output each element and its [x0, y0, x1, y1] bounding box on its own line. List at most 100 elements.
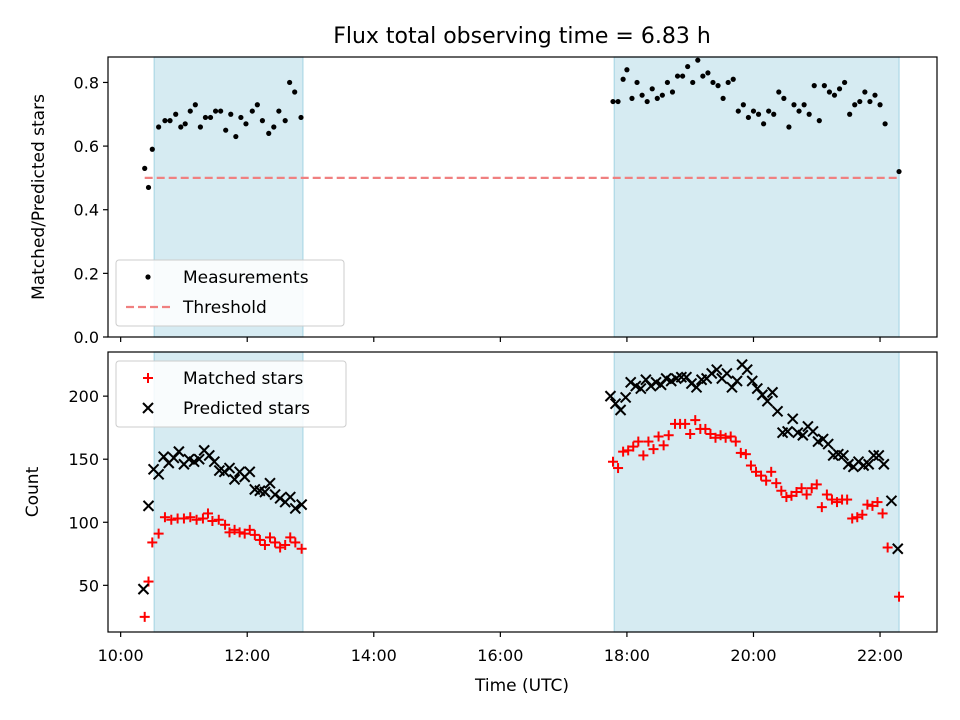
y-axis-label-top: Matched/Predicted stars — [29, 94, 49, 300]
data-point — [620, 76, 626, 82]
x-marker-b — [142, 500, 155, 512]
data-point — [756, 470, 767, 481]
data-point — [801, 102, 807, 108]
data-point — [811, 83, 817, 89]
data-point — [878, 458, 890, 470]
data-point — [628, 441, 639, 452]
data-point — [735, 108, 741, 114]
data-point — [218, 108, 224, 114]
top-panel: 0.0 0.2 0.4 0.6 0.8 Measurements Threshold — [74, 56, 938, 347]
data-point — [735, 447, 746, 458]
data-point — [197, 124, 203, 130]
x-marker-b — [289, 502, 302, 515]
x-marker-b — [157, 450, 170, 463]
data-point — [842, 79, 848, 86]
data-point — [654, 95, 660, 101]
x-marker-b — [640, 374, 652, 386]
data-point — [224, 527, 235, 538]
x-marker-b — [832, 448, 844, 460]
data-point — [290, 537, 301, 548]
data-point — [781, 492, 792, 503]
data-point — [761, 121, 767, 127]
x-marker-b — [213, 464, 226, 477]
data-point — [796, 483, 807, 494]
data-point — [796, 108, 802, 114]
legend-label: Threshold — [182, 298, 267, 318]
data-point — [842, 494, 853, 505]
series-predicted-stars — [137, 358, 904, 595]
x-tick-label: 20:00 — [730, 646, 776, 665]
data-point — [826, 494, 837, 505]
data-point — [740, 449, 751, 460]
x-marker-b — [711, 363, 723, 376]
data-point — [192, 102, 198, 108]
data-point — [675, 371, 688, 383]
x-marker-b — [604, 390, 617, 402]
data-point — [680, 73, 686, 79]
data-point — [766, 108, 772, 114]
data-point — [284, 491, 296, 503]
legend: Matched stars Predicted stars — [115, 360, 347, 428]
data-point — [142, 165, 148, 171]
data-point — [207, 114, 214, 121]
data-point — [862, 458, 875, 470]
data-point — [822, 438, 834, 450]
data-point — [289, 502, 302, 515]
data-point — [797, 429, 809, 441]
data-point — [867, 98, 873, 105]
x-marker-b — [746, 375, 758, 387]
data-point — [162, 118, 168, 124]
data-point — [771, 111, 777, 117]
data-point — [837, 449, 850, 462]
data-point — [730, 436, 741, 447]
x-marker-b — [203, 449, 215, 462]
data-point — [142, 500, 155, 512]
data-point — [791, 102, 797, 108]
x-marker-b — [878, 458, 890, 470]
data-point — [613, 463, 624, 474]
plot-frame — [107, 351, 938, 633]
data-point — [223, 462, 236, 474]
data-point — [776, 485, 787, 496]
data-point — [801, 489, 812, 500]
data-point — [618, 446, 629, 457]
y-tick-label: 0.6 — [74, 137, 99, 156]
data-point — [634, 79, 640, 86]
data-point — [207, 516, 218, 527]
data-point — [649, 86, 655, 92]
data-point — [185, 512, 196, 523]
x-marker-b — [295, 498, 308, 511]
data-point — [852, 512, 863, 523]
data-point — [282, 118, 288, 124]
data-point — [836, 86, 843, 92]
data-point — [244, 466, 256, 478]
x-marker-b — [147, 463, 160, 476]
data-point — [766, 386, 779, 399]
x-marker-b — [244, 466, 256, 478]
data-point — [705, 70, 711, 76]
x-marker-b — [284, 491, 296, 503]
data-point — [167, 118, 173, 124]
data-point — [811, 479, 822, 490]
series-matched-stars — [139, 415, 905, 622]
data-point — [892, 543, 904, 555]
data-point — [648, 444, 659, 455]
data-point — [202, 114, 209, 121]
x-axis-label: Time (UTC) — [474, 676, 569, 696]
data-point — [787, 413, 799, 425]
legend-box — [115, 259, 345, 327]
data-point — [295, 498, 308, 511]
x-marker-b — [781, 425, 794, 438]
data-point — [685, 428, 696, 439]
data-point — [745, 460, 756, 471]
data-point — [298, 114, 304, 121]
data-point — [635, 382, 647, 395]
data-point — [882, 121, 888, 127]
y-tick-label: 0.2 — [74, 264, 99, 283]
data-point — [139, 611, 150, 622]
data-point — [761, 395, 774, 407]
data-point — [296, 543, 307, 554]
data-point — [690, 415, 701, 426]
data-point — [197, 513, 208, 524]
